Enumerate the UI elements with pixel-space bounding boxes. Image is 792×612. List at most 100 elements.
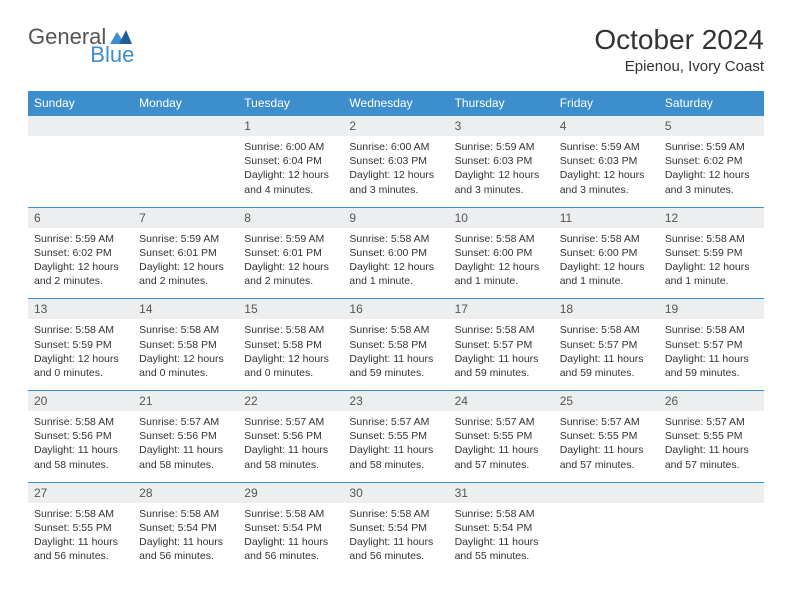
day-info-cell [133,136,238,207]
sunrise-text: Sunrise: 5:57 AM [560,415,653,429]
daylight-text: Daylight: 11 hours and 56 minutes. [139,535,232,563]
daylight-text: Daylight: 11 hours and 57 minutes. [665,443,758,471]
sunrise-text: Sunrise: 5:58 AM [349,323,442,337]
date-cell: 15 [238,299,343,320]
day-info-cell: Sunrise: 5:57 AMSunset: 5:55 PMDaylight:… [554,411,659,482]
date-cell: 18 [554,299,659,320]
sunrise-text: Sunrise: 5:58 AM [560,232,653,246]
day-info-cell: Sunrise: 5:58 AMSunset: 6:00 PMDaylight:… [343,228,448,299]
sunrise-text: Sunrise: 5:58 AM [455,232,548,246]
date-cell: 25 [554,391,659,412]
daylight-text: Daylight: 11 hours and 56 minutes. [349,535,442,563]
sunrise-text: Sunrise: 5:58 AM [349,232,442,246]
day-info-cell: Sunrise: 5:57 AMSunset: 5:56 PMDaylight:… [133,411,238,482]
sunset-text: Sunset: 6:03 PM [560,154,653,168]
sunrise-text: Sunrise: 5:58 AM [34,507,127,521]
sunrise-text: Sunrise: 5:58 AM [34,323,127,337]
sunrise-text: Sunrise: 5:58 AM [665,232,758,246]
page-header: General Blue October 2024 Epienou, Ivory… [28,24,764,75]
day-header-cell: Thursday [449,91,554,116]
daylight-text: Daylight: 11 hours and 57 minutes. [455,443,548,471]
day-info-cell: Sunrise: 5:59 AMSunset: 6:01 PMDaylight:… [238,228,343,299]
sunset-text: Sunset: 5:55 PM [455,429,548,443]
date-cell: 10 [449,207,554,228]
sunrise-text: Sunrise: 5:59 AM [665,140,758,154]
sunrise-text: Sunrise: 5:57 AM [244,415,337,429]
date-cell: 17 [449,299,554,320]
daylight-text: Daylight: 12 hours and 1 minute. [665,260,758,288]
day-info-cell: Sunrise: 5:58 AMSunset: 5:57 PMDaylight:… [554,319,659,390]
info-row: Sunrise: 5:59 AMSunset: 6:02 PMDaylight:… [28,228,764,299]
date-cell: 2 [343,116,448,137]
day-info-cell: Sunrise: 5:58 AMSunset: 5:54 PMDaylight:… [238,503,343,574]
day-header-cell: Tuesday [238,91,343,116]
sunrise-text: Sunrise: 5:58 AM [349,507,442,521]
daylight-text: Daylight: 12 hours and 0 minutes. [244,352,337,380]
date-cell: 3 [449,116,554,137]
daylight-text: Daylight: 11 hours and 58 minutes. [244,443,337,471]
day-info-cell: Sunrise: 5:58 AMSunset: 5:54 PMDaylight:… [133,503,238,574]
date-cell: 16 [343,299,448,320]
day-info-cell: Sunrise: 5:57 AMSunset: 5:56 PMDaylight:… [238,411,343,482]
day-info-cell: Sunrise: 5:57 AMSunset: 5:55 PMDaylight:… [449,411,554,482]
date-row: 12345 [28,116,764,137]
sunset-text: Sunset: 5:58 PM [244,338,337,352]
sunset-text: Sunset: 5:57 PM [455,338,548,352]
date-row: 2728293031 [28,482,764,503]
date-cell [659,482,764,503]
daylight-text: Daylight: 12 hours and 1 minute. [560,260,653,288]
daylight-text: Daylight: 12 hours and 3 minutes. [349,168,442,196]
date-row: 20212223242526 [28,391,764,412]
day-info-cell: Sunrise: 5:58 AMSunset: 5:59 PMDaylight:… [28,319,133,390]
daylight-text: Daylight: 11 hours and 57 minutes. [560,443,653,471]
date-cell: 5 [659,116,764,137]
daylight-text: Daylight: 11 hours and 59 minutes. [455,352,548,380]
date-cell: 20 [28,391,133,412]
sunset-text: Sunset: 5:57 PM [560,338,653,352]
date-cell: 13 [28,299,133,320]
day-info-cell [659,503,764,574]
date-cell: 22 [238,391,343,412]
daylight-text: Daylight: 11 hours and 59 minutes. [560,352,653,380]
day-header-cell: Sunday [28,91,133,116]
daylight-text: Daylight: 12 hours and 1 minute. [455,260,548,288]
date-cell [28,116,133,137]
sunset-text: Sunset: 5:58 PM [349,338,442,352]
day-info-cell: Sunrise: 5:57 AMSunset: 5:55 PMDaylight:… [343,411,448,482]
sunset-text: Sunset: 5:59 PM [665,246,758,260]
sunset-text: Sunset: 6:03 PM [349,154,442,168]
sunrise-text: Sunrise: 5:59 AM [560,140,653,154]
day-info-cell: Sunrise: 5:58 AMSunset: 5:54 PMDaylight:… [343,503,448,574]
day-header-cell: Wednesday [343,91,448,116]
sunrise-text: Sunrise: 5:58 AM [455,323,548,337]
brand-logo: General Blue [28,24,180,50]
sunset-text: Sunset: 6:01 PM [139,246,232,260]
day-header-cell: Monday [133,91,238,116]
daylight-text: Daylight: 11 hours and 58 minutes. [34,443,127,471]
daylight-text: Daylight: 11 hours and 59 minutes. [349,352,442,380]
day-info-cell: Sunrise: 5:58 AMSunset: 5:58 PMDaylight:… [343,319,448,390]
sunrise-text: Sunrise: 5:58 AM [455,507,548,521]
sunset-text: Sunset: 6:00 PM [560,246,653,260]
daylight-text: Daylight: 12 hours and 1 minute. [349,260,442,288]
info-row: Sunrise: 5:58 AMSunset: 5:55 PMDaylight:… [28,503,764,574]
daylight-text: Daylight: 12 hours and 2 minutes. [244,260,337,288]
day-info-cell: Sunrise: 5:58 AMSunset: 5:57 PMDaylight:… [449,319,554,390]
date-cell: 14 [133,299,238,320]
sunset-text: Sunset: 5:55 PM [560,429,653,443]
day-info-cell: Sunrise: 5:59 AMSunset: 6:03 PMDaylight:… [554,136,659,207]
date-cell: 4 [554,116,659,137]
date-cell: 12 [659,207,764,228]
sunset-text: Sunset: 5:57 PM [665,338,758,352]
title-block: October 2024 Epienou, Ivory Coast [594,24,764,75]
brand-part2: Blue [90,42,134,68]
date-cell: 30 [343,482,448,503]
date-cell: 7 [133,207,238,228]
date-cell: 8 [238,207,343,228]
day-info-cell: Sunrise: 5:59 AMSunset: 6:02 PMDaylight:… [28,228,133,299]
sunset-text: Sunset: 6:01 PM [244,246,337,260]
day-info-cell: Sunrise: 5:59 AMSunset: 6:02 PMDaylight:… [659,136,764,207]
date-cell: 28 [133,482,238,503]
sunset-text: Sunset: 5:56 PM [34,429,127,443]
sunset-text: Sunset: 6:02 PM [665,154,758,168]
